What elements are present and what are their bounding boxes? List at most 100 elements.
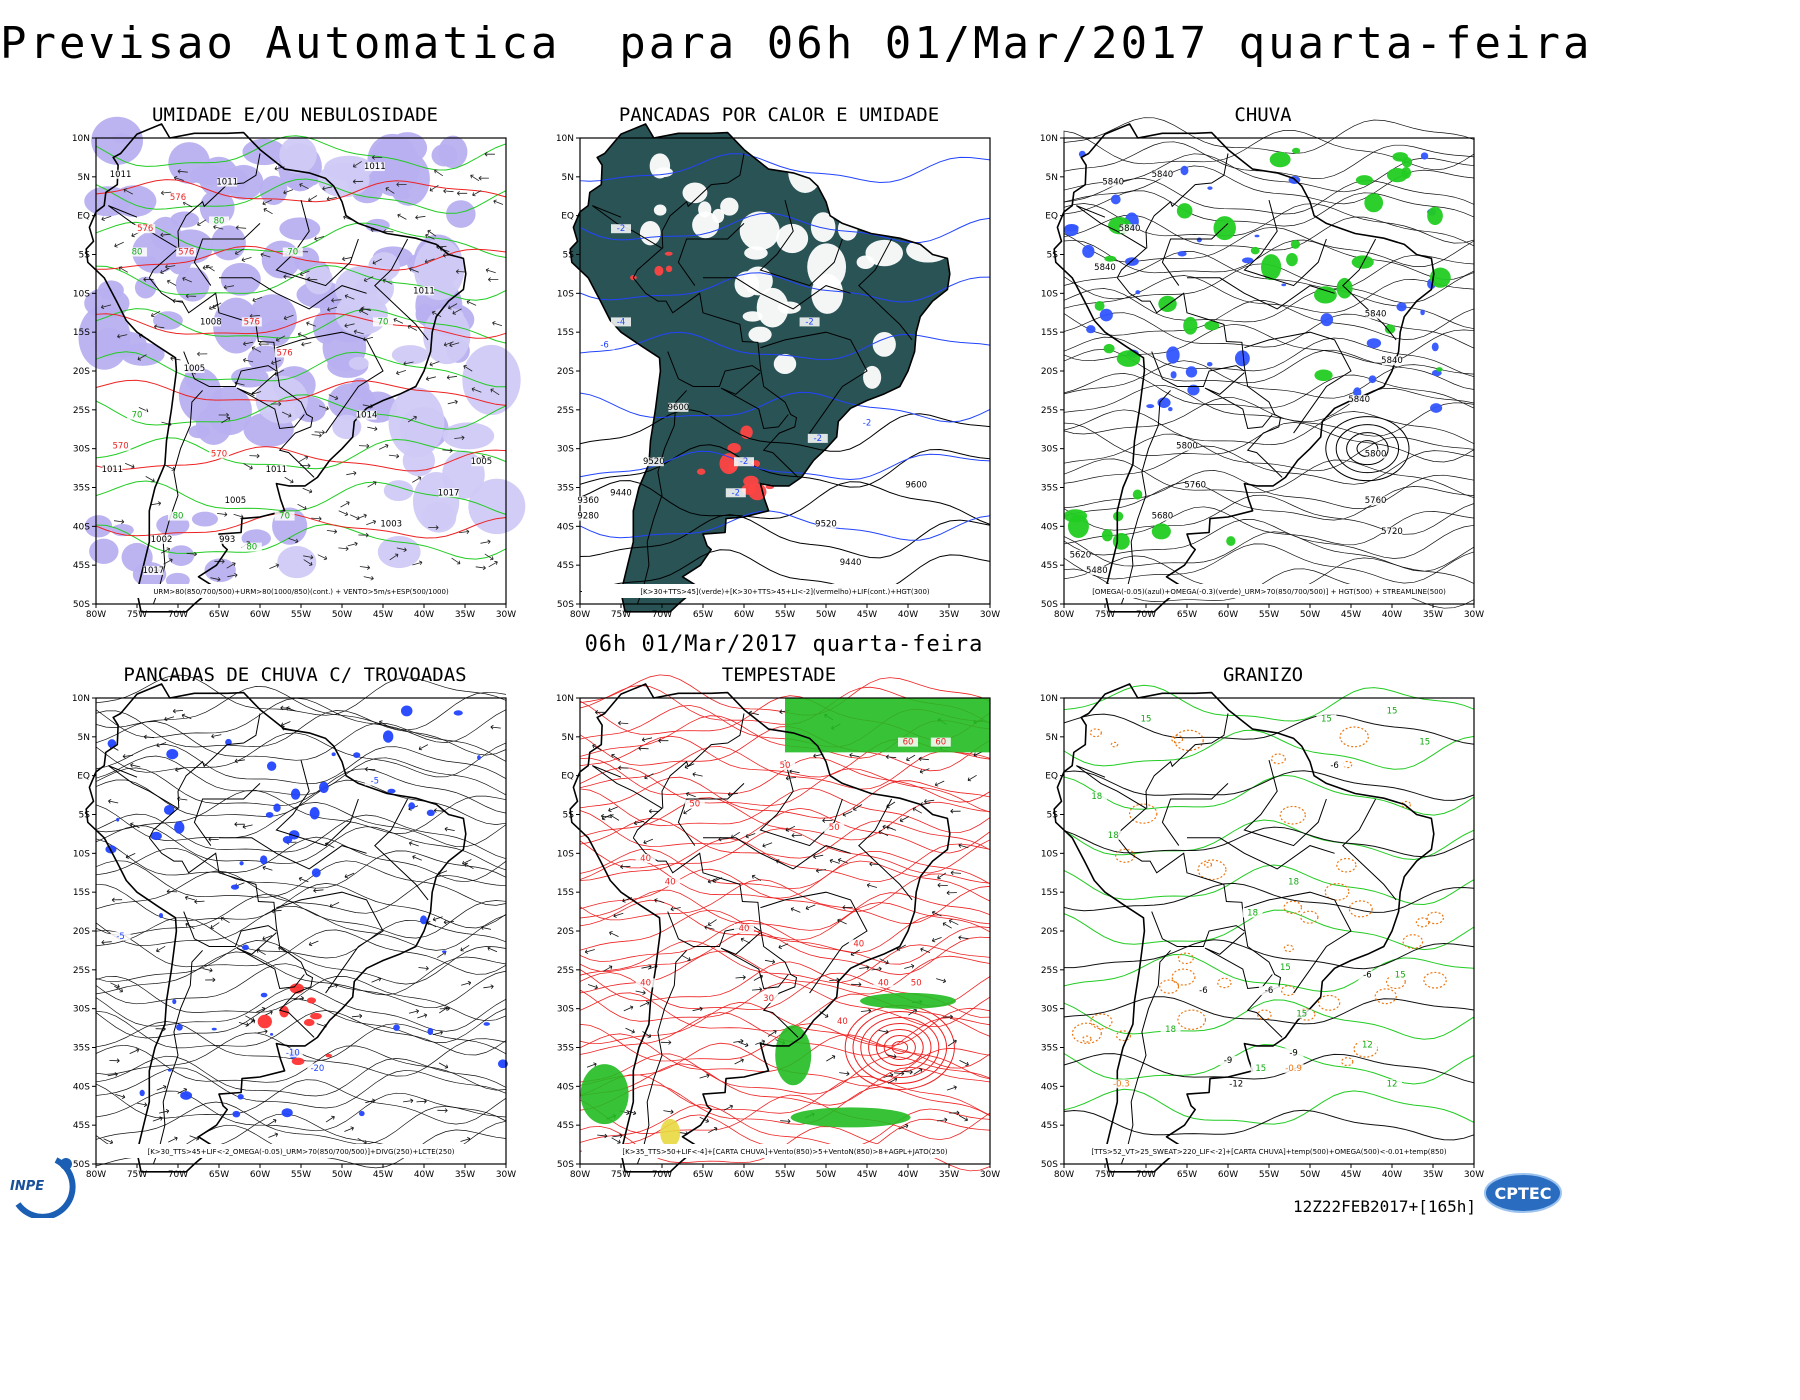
stream-arrow [438,1062,449,1069]
lat-tick-label: 45S [557,1121,574,1131]
forecast-time-subtitle: 06h 01/Mar/2017 quarta-feira [584,632,984,657]
contour-label-bg [1177,441,1197,451]
divergence-area [483,1022,490,1026]
lon-tick-label: 80W [86,1170,106,1180]
contour-label: 1011 [364,162,386,172]
wind-streamline [579,899,991,941]
wind-arrow [950,808,961,814]
omega-contour [1348,900,1373,918]
humidity-cloud [191,511,219,527]
wind-arrow [263,207,273,215]
wind-arrow [412,560,423,566]
wind-arrow [893,1071,905,1076]
rain-area [1427,206,1443,226]
contour-label-bg [906,480,927,490]
cyclone-contour [891,1041,909,1054]
wind-arrow [648,808,660,814]
contour-label-bg [660,877,681,887]
stream-arrow [286,706,296,712]
wind-arrow [780,1119,791,1124]
wind-arrow [948,919,959,926]
streamline [1063,312,1475,349]
panel-title: TEMPESTADE [721,664,837,686]
contour-label-bg [110,441,131,451]
humidity-cloud [446,200,476,228]
rain-area [1151,523,1171,540]
contour-label-bg [906,978,927,988]
contour-label: 1011 [102,465,124,475]
stream-arrow [125,853,136,859]
country-border [1120,390,1171,605]
lon-tick-label: 30W [1464,610,1484,620]
contour-label: 80 [173,512,184,522]
stream-arrow [101,940,112,945]
wind-arrow [407,324,418,331]
wind-arrow [427,229,437,237]
thunderstorm-area [306,997,317,1004]
thunderstorm-area [291,1057,305,1066]
stream-arrow [408,1009,420,1014]
wind-arrow [625,1027,635,1034]
contour-label: 12 [1387,1079,1398,1089]
wind-arrow [344,323,355,328]
contour-label-bg [594,340,615,350]
omega-area [1242,257,1254,264]
temp-500-contour [1063,1053,1475,1084]
streamline [95,686,507,731]
lat-tick-label: 5N [78,733,90,743]
omega-contour [1300,910,1319,924]
wind-arrow [177,169,188,174]
wind-arrow [484,553,494,561]
lon-tick-label: 45W [373,1170,393,1180]
contour-label-bg [1250,1063,1271,1073]
lon-tick-label: 50W [816,610,836,620]
jet-area [860,992,956,1009]
divergence-area [116,817,120,822]
wind-arrow [251,346,262,353]
wind-arrow [815,868,827,873]
lon-tick-label: 50W [816,1170,836,1180]
contour-label-bg [734,457,754,467]
contour-label-bg [127,247,147,257]
contour-label-bg [1291,1009,1312,1019]
contour-label-bg [143,565,164,575]
country-border [1243,759,1327,847]
lon-tick-label: 70W [652,1170,672,1180]
omega-contour [1401,800,1412,809]
omega-area [1177,250,1187,257]
omega-contour [1171,734,1184,744]
stream-arrow [280,721,291,727]
wind-arrow [443,188,454,194]
humidity-cloud [134,276,157,299]
strong-instability [665,265,673,273]
wind-arrow [429,184,439,192]
continent-outline [85,123,467,613]
wind-arrow [227,573,238,578]
wind-arrow [371,155,383,160]
stream-arrow [298,876,309,883]
omega-area [1368,375,1377,384]
omega-contour [1171,968,1196,986]
wind-arrow [388,453,400,459]
lat-tick-label: 35S [73,1044,90,1054]
country-border [703,837,851,870]
country-border [193,783,261,846]
lifted-index-contour [579,212,991,243]
humidity-cloud [213,297,260,354]
wind-arrow [608,806,618,813]
streamline [95,1079,507,1125]
lat-tick-label: 10N [1040,134,1058,144]
streamline [1063,239,1475,280]
continent-outline [569,683,951,1173]
stream-arrow [483,984,494,989]
continent-outline [85,683,467,1173]
humidity-contour [95,351,506,388]
height-contour [579,549,991,594]
streamline [1063,397,1475,437]
divergence-area [281,1108,293,1118]
wind-arrow [610,814,620,821]
lon-tick-label: 70W [168,610,188,620]
contour-label: 1005 [184,364,206,374]
wind-arrow [878,830,889,836]
country-border [1145,713,1229,809]
